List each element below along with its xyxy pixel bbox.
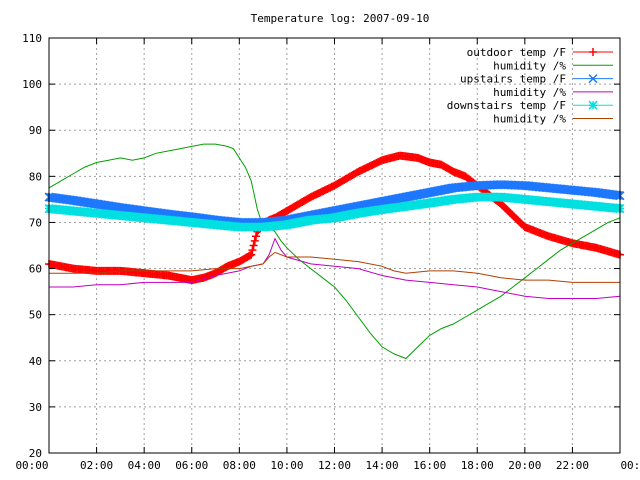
- y-tick-label: 90: [29, 124, 42, 137]
- legend-label: humidity /%: [493, 59, 566, 72]
- series-1: [45, 151, 624, 285]
- series-2: [48, 143, 621, 360]
- series-line: [48, 143, 621, 360]
- legend-label: humidity /%: [493, 113, 566, 126]
- x-tick-label: 00:00: [15, 459, 48, 472]
- legend-sample-marker: [588, 100, 598, 110]
- series-point: [250, 236, 259, 245]
- series-point: [247, 250, 256, 259]
- y-tick-label: 30: [29, 401, 42, 414]
- legend-label: upstairs temp /F: [460, 73, 566, 86]
- x-tick-label: 10:00: [270, 459, 303, 472]
- series-5: [44, 192, 625, 232]
- series-point: [245, 251, 254, 260]
- x-tick-label: 18:00: [461, 459, 494, 472]
- x-tick-label: 04:00: [128, 459, 161, 472]
- legend-sample-marker: [588, 74, 598, 84]
- y-tick-label: 110: [22, 32, 42, 45]
- axis-ticks: 20 30 40 50 60 70 80 90 100 110 00:00 02:00 04:00 06:…: [15, 32, 640, 472]
- legend-label: outdoor temp /F: [467, 46, 566, 59]
- y-tick-label: 40: [29, 355, 42, 368]
- x-tick-label: 06:00: [175, 459, 208, 472]
- series-point: [248, 246, 257, 255]
- x-tick-label: 08:00: [223, 459, 256, 472]
- x-tick-label: 16:00: [413, 459, 446, 472]
- y-tick-label: 100: [22, 78, 42, 91]
- x-tick-label: 12:00: [318, 459, 351, 472]
- legend-label: downstairs temp /F: [447, 99, 566, 112]
- x-tick-label: 14:00: [366, 459, 399, 472]
- series-line: [49, 251, 620, 283]
- y-tick-label: 70: [29, 216, 42, 229]
- y-tick-label: 60: [29, 263, 42, 276]
- x-tick-label: 02:00: [80, 459, 113, 472]
- x-tick-label: 20:00: [508, 459, 541, 472]
- x-tick-label: 22:00: [556, 459, 589, 472]
- grid-lines: [49, 38, 620, 453]
- chart-title: Temperature log: 2007-09-10: [251, 12, 430, 25]
- y-tick-label: 50: [29, 309, 42, 322]
- x-tick-label: 00:00: [620, 459, 640, 472]
- series-point: [614, 190, 624, 201]
- y-tick-label: 20: [29, 447, 42, 460]
- y-tick-label: 80: [29, 170, 42, 183]
- series-6: [49, 251, 620, 283]
- series-point: [249, 241, 258, 250]
- series-layer: [44, 143, 625, 360]
- legend-sample-marker: [589, 48, 597, 56]
- legend-label: humidity /%: [493, 86, 566, 99]
- series-point: [251, 232, 260, 241]
